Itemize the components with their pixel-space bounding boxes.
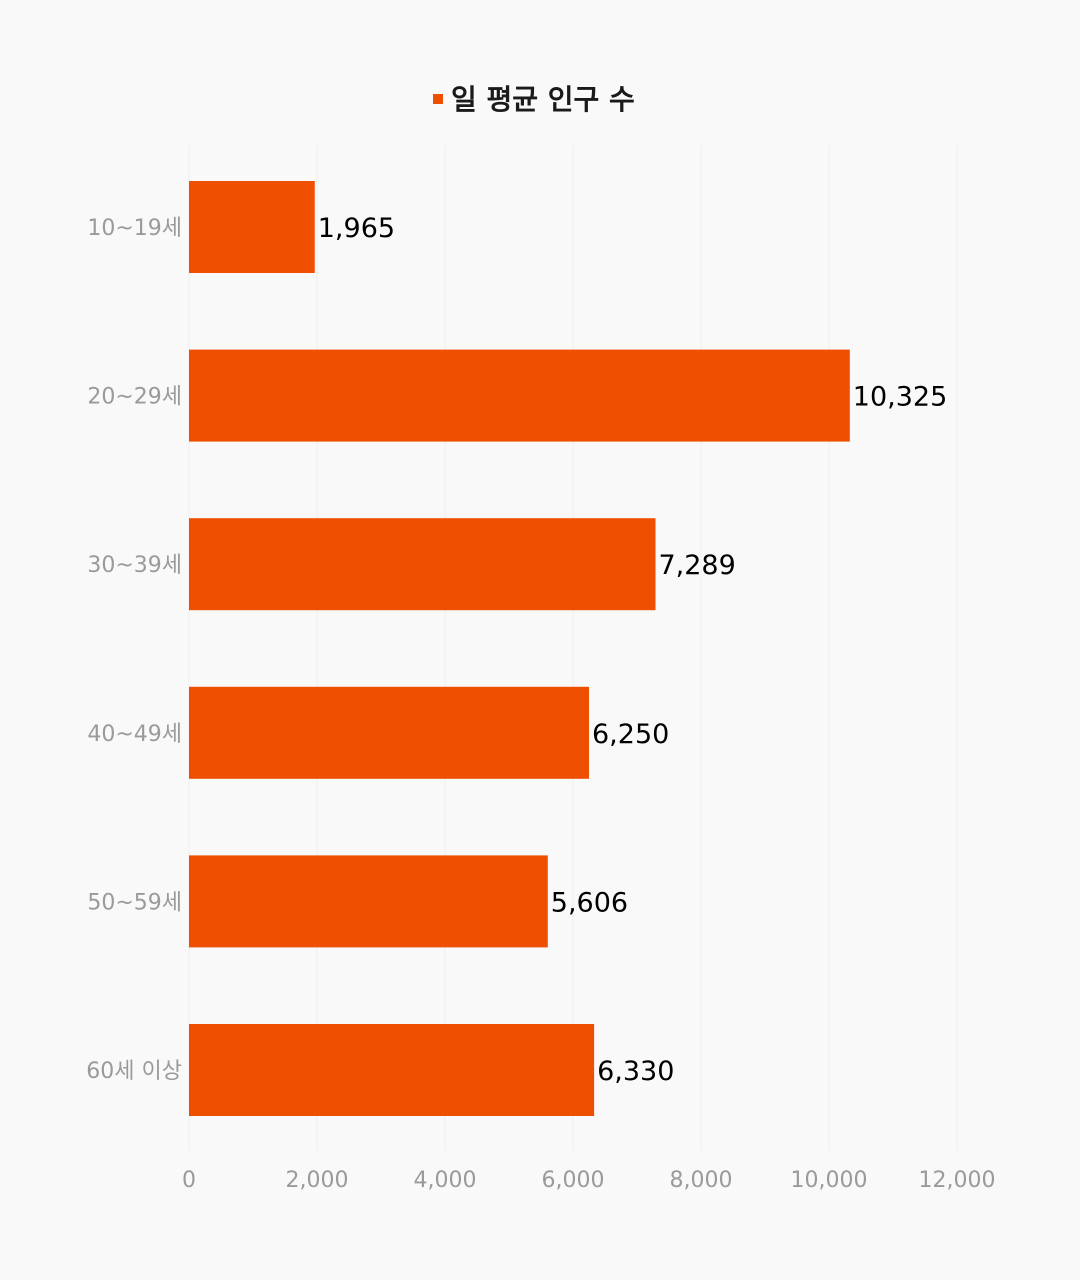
bar	[189, 518, 656, 611]
bar	[189, 181, 315, 273]
x-tick-label: 6,000	[542, 1168, 605, 1193]
x-tick-label: 0	[182, 1168, 196, 1193]
value-label: 6,330	[597, 1056, 674, 1087]
bar	[189, 349, 850, 442]
category-label: 30~39세	[87, 553, 182, 578]
value-label: 6,250	[592, 719, 669, 750]
category-label: 50~59세	[87, 890, 182, 915]
value-label: 5,606	[551, 887, 628, 918]
category-label: 60세 이상	[86, 1059, 182, 1084]
bar	[189, 855, 548, 948]
value-label: 10,325	[853, 382, 947, 413]
legend: 일 평균 인구 수	[433, 83, 635, 116]
x-tick-label: 10,000	[791, 1168, 868, 1193]
category-labels: 10~19세 20~29세 30~39세 40~49세 50~59세 60세 이상	[86, 216, 182, 1084]
gridlines	[188, 145, 958, 1150]
x-tick-label: 12,000	[919, 1168, 996, 1193]
category-label: 20~29세	[87, 385, 182, 410]
bars	[189, 181, 850, 1116]
x-tick-label: 4,000	[414, 1168, 477, 1193]
value-labels: 1,965 10,325 7,289 6,250 5,606 6,330	[318, 213, 948, 1087]
x-tick-label: 8,000	[670, 1168, 733, 1193]
legend-swatch	[433, 94, 443, 104]
x-tick-label: 2,000	[286, 1168, 349, 1193]
bar	[189, 1024, 595, 1116]
category-label: 10~19세	[87, 216, 182, 241]
legend-label: 일 평균 인구 수	[451, 83, 635, 116]
bar	[189, 686, 589, 779]
value-label: 7,289	[658, 550, 735, 581]
x-axis-tick-labels: 0 2,000 4,000 6,000 8,000 10,000 12,000	[182, 1168, 995, 1193]
value-label: 1,965	[318, 213, 395, 244]
category-label: 40~49세	[87, 722, 182, 747]
